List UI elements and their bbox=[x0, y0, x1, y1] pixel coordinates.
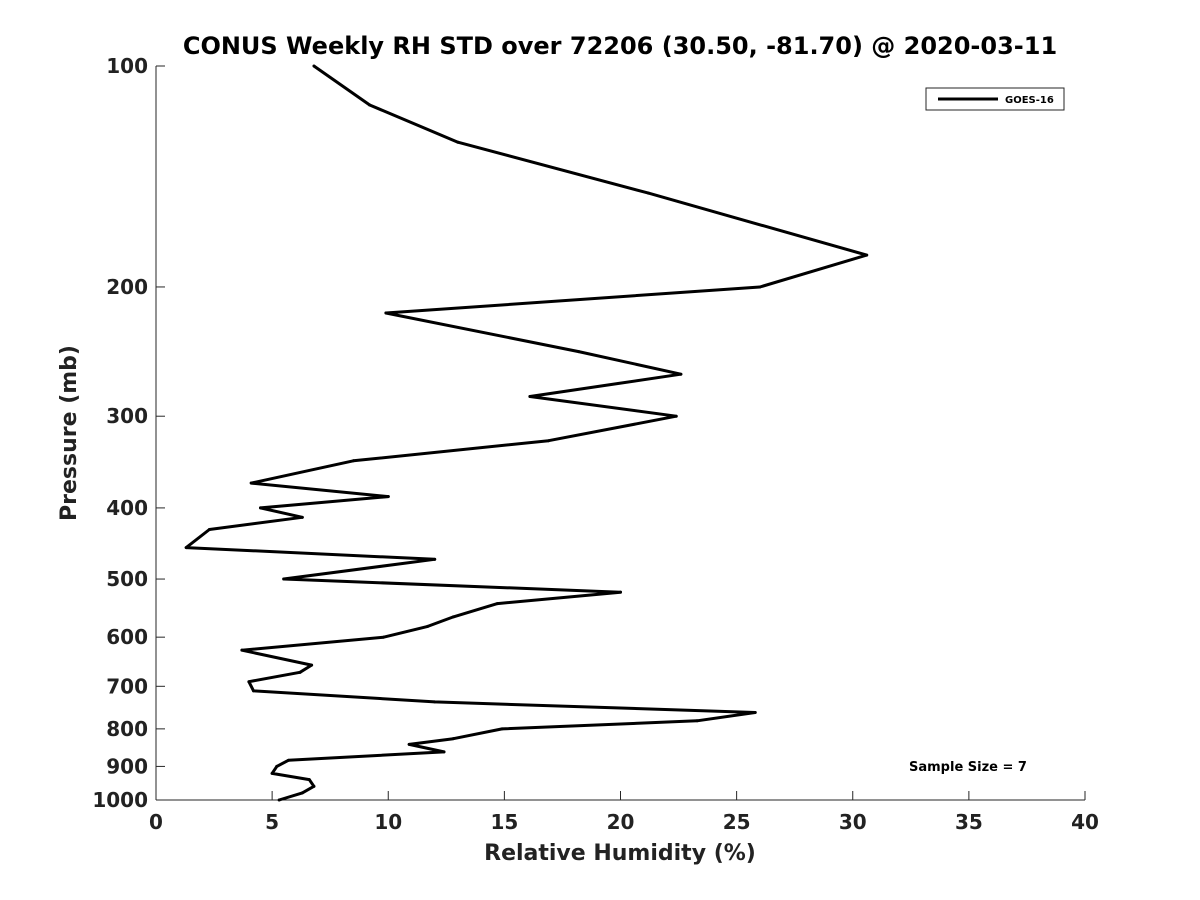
data-point bbox=[277, 798, 281, 802]
y-ticks: 100 200 300 400 500 600 700 800 900 1000 bbox=[92, 54, 165, 812]
data-point bbox=[368, 103, 372, 107]
data-point bbox=[386, 495, 390, 499]
x-tick-label: 0 bbox=[149, 810, 163, 834]
data-point bbox=[495, 602, 499, 606]
data-point bbox=[300, 791, 304, 795]
legend-label: GOES-16 bbox=[1005, 95, 1054, 106]
data-point bbox=[426, 624, 430, 628]
data-point bbox=[407, 742, 411, 746]
data-point bbox=[547, 439, 551, 443]
y-tick-label: 700 bbox=[106, 674, 148, 698]
y-tick-label: 600 bbox=[106, 625, 148, 649]
data-point bbox=[307, 778, 311, 782]
x-tick-label: 5 bbox=[265, 810, 279, 834]
data-point bbox=[259, 506, 263, 510]
x-tick-label: 25 bbox=[723, 810, 751, 834]
data-point bbox=[382, 635, 386, 639]
legend: GOES-16 bbox=[925, 87, 1065, 111]
data-point bbox=[753, 711, 757, 715]
data-point bbox=[451, 615, 455, 619]
y-tick-label: 900 bbox=[106, 754, 148, 778]
data-point bbox=[252, 689, 256, 693]
data-point bbox=[384, 311, 388, 315]
sample-size-annotation: Sample Size = 7 bbox=[909, 760, 1027, 775]
data-point bbox=[619, 590, 622, 594]
x-tick-label: 20 bbox=[607, 810, 635, 834]
data-point bbox=[300, 515, 304, 519]
data-point bbox=[451, 737, 455, 741]
y-tick-label: 800 bbox=[106, 717, 148, 741]
data-point bbox=[674, 414, 678, 418]
x-tick-label: 15 bbox=[490, 810, 518, 834]
data-point bbox=[577, 350, 581, 354]
y-tick-label: 300 bbox=[106, 404, 148, 428]
y-tick-label: 200 bbox=[106, 275, 148, 299]
data-point bbox=[433, 557, 437, 561]
data-point bbox=[249, 481, 253, 485]
y-tick-label: 1000 bbox=[92, 788, 148, 812]
data-point bbox=[351, 459, 355, 463]
x-ticks: 0 5 10 15 20 25 30 35 40 bbox=[149, 791, 1099, 834]
data-point bbox=[207, 527, 211, 531]
data-point bbox=[456, 140, 460, 144]
data-point bbox=[286, 758, 290, 762]
y-tick-label: 500 bbox=[106, 567, 148, 591]
data-point bbox=[247, 680, 251, 684]
x-tick-label: 10 bbox=[374, 810, 402, 834]
data-point bbox=[442, 750, 446, 754]
data-point bbox=[282, 577, 286, 581]
data-point bbox=[270, 771, 274, 775]
data-point bbox=[433, 700, 437, 704]
data-point bbox=[646, 191, 650, 195]
data-point bbox=[312, 784, 316, 788]
data-point bbox=[528, 394, 532, 398]
y-tick-label: 400 bbox=[106, 496, 148, 520]
series-line-goes-16 bbox=[184, 64, 869, 802]
x-tick-label: 40 bbox=[1071, 810, 1099, 834]
series-layer bbox=[184, 64, 869, 802]
y-axis-label: Pressure (mb) bbox=[57, 345, 82, 521]
y-tick-label: 100 bbox=[106, 54, 148, 78]
data-point bbox=[275, 764, 279, 768]
data-point bbox=[679, 372, 683, 376]
axes bbox=[155, 66, 1085, 801]
data-point bbox=[758, 285, 762, 289]
chart-title: CONUS Weekly RH STD over 72206 (30.50, -… bbox=[183, 32, 1057, 60]
x-axis-label: Relative Humidity (%) bbox=[484, 841, 756, 866]
data-point bbox=[695, 719, 699, 723]
x-tick-label: 35 bbox=[955, 810, 983, 834]
data-point bbox=[184, 546, 188, 550]
data-point bbox=[240, 648, 244, 652]
data-point bbox=[865, 253, 869, 257]
data-point bbox=[298, 670, 302, 674]
data-point bbox=[310, 663, 314, 667]
x-tick-label: 30 bbox=[839, 810, 867, 834]
data-point bbox=[312, 64, 316, 68]
data-point bbox=[500, 727, 504, 731]
